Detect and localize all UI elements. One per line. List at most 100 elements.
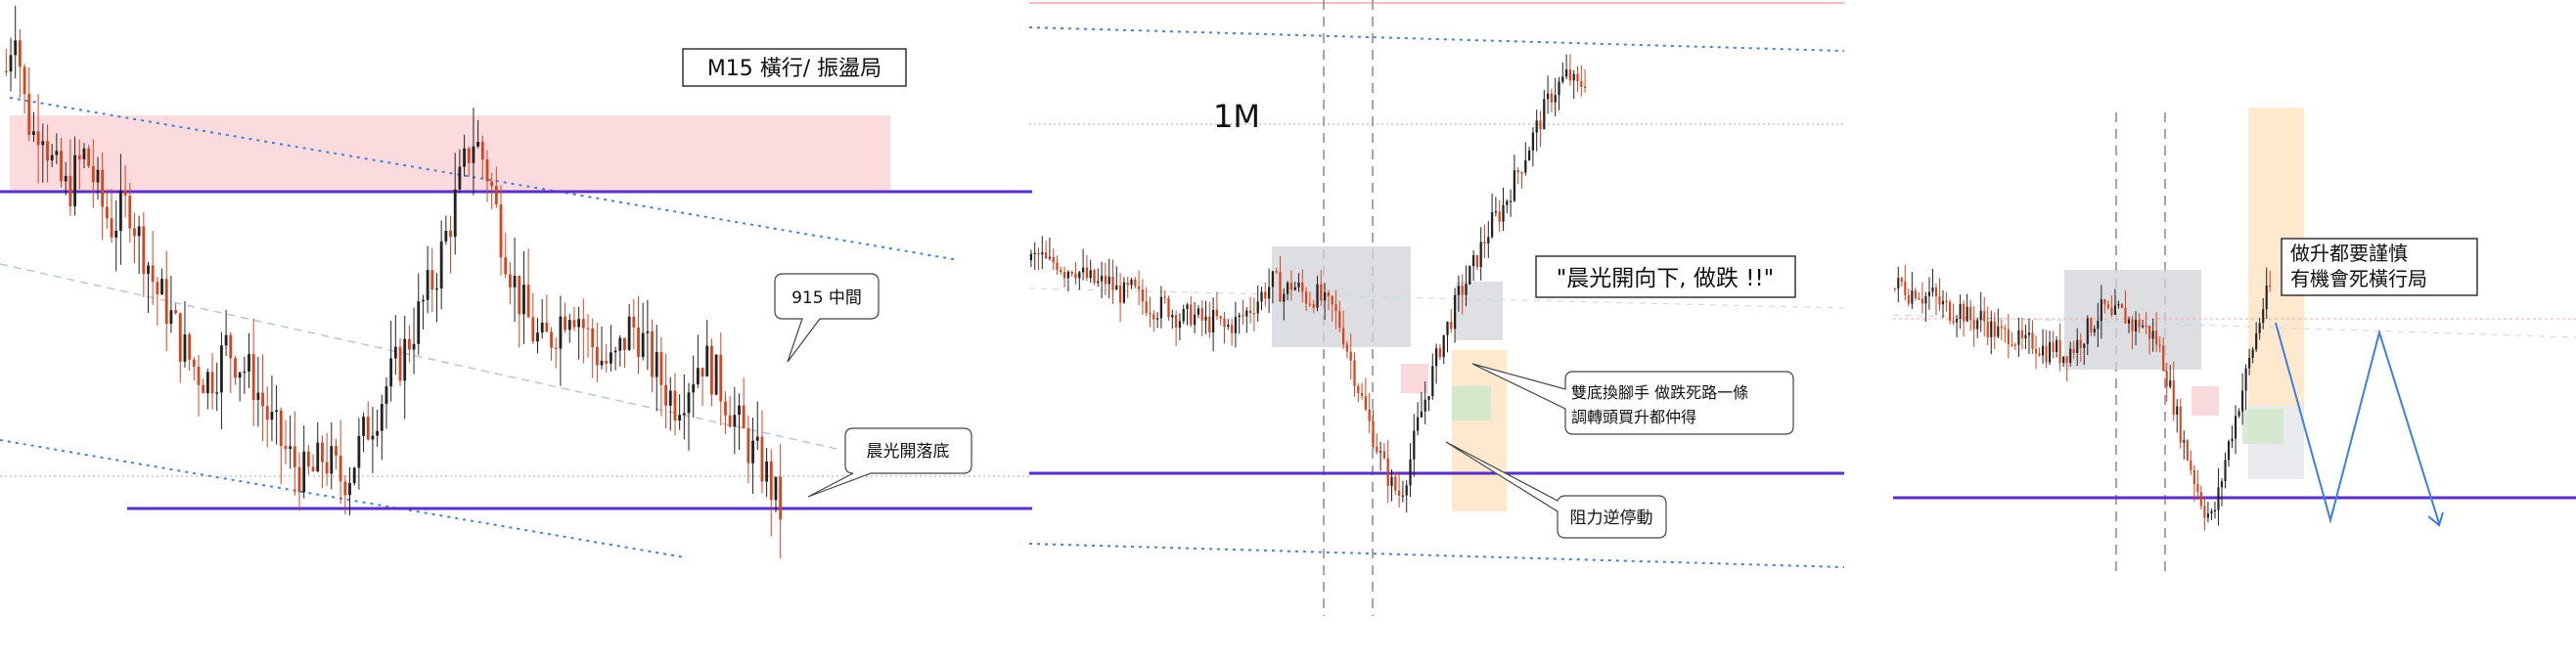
candle-body: [1227, 325, 1229, 327]
candle-body: [646, 332, 649, 333]
candle-body: [678, 415, 681, 420]
candle-body: [1208, 317, 1210, 332]
candle-body: [1342, 328, 1344, 344]
left-chart-panel: M15 橫行/ 振盪局 915 中間 晨光開落底: [0, 6, 1032, 558]
candle-body: [60, 151, 63, 181]
candle-body: [41, 141, 44, 145]
candle-body: [330, 446, 333, 473]
candle-body: [573, 320, 576, 327]
candle-body: [307, 452, 310, 467]
candle-body: [1067, 272, 1069, 278]
candle-body: [550, 332, 553, 347]
candle-body: [55, 151, 58, 155]
candle-body: [1528, 151, 1530, 160]
candle-body: [2193, 470, 2195, 484]
candle-body: [2235, 416, 2237, 438]
candle-body: [427, 270, 429, 300]
candle-body: [1454, 295, 1456, 329]
candle-body: [1190, 304, 1192, 325]
candle-body: [1074, 274, 1076, 279]
candle-body: [1316, 285, 1318, 308]
candle-body: [1966, 307, 1968, 322]
candle-body: [1431, 366, 1433, 396]
candle-body: [133, 229, 136, 237]
candle-body: [1983, 311, 1985, 322]
candle-body: [1212, 310, 1214, 332]
candle-body: [1539, 120, 1541, 129]
candle-body: [1921, 299, 1923, 304]
candle-body: [1558, 82, 1559, 96]
candle-body: [2083, 344, 2085, 348]
candle-body: [111, 218, 113, 238]
candle-body: [2090, 318, 2092, 332]
candle-body: [1458, 286, 1460, 294]
candle-body: [2221, 481, 2223, 487]
candle-body: [632, 317, 635, 328]
candle-body: [1268, 287, 1270, 298]
candle-body: [1037, 253, 1039, 254]
candle-body: [1960, 304, 1962, 319]
candle-body: [481, 142, 484, 159]
candle-body: [174, 310, 177, 313]
candle-body: [280, 411, 283, 447]
candle-body: [596, 347, 599, 365]
candle-body: [2159, 344, 2161, 345]
candle-body: [1264, 291, 1266, 298]
candle-body: [601, 361, 604, 366]
candle-body: [353, 467, 356, 483]
candle-body: [614, 351, 617, 353]
candle-body: [2207, 513, 2209, 517]
callout-double-bottom-line2: 調轉頭買升都仲得: [1571, 408, 1696, 426]
candle-body: [1078, 272, 1080, 278]
candle-body: [719, 355, 722, 402]
candle-body: [198, 367, 201, 385]
candle-body: [83, 149, 86, 159]
candle-body: [2241, 391, 2243, 412]
candle-body: [1156, 318, 1158, 319]
note-box: 做升都要謹慎 有機會死橫行局: [2282, 239, 2477, 295]
callout-915-text: 915 中間: [791, 288, 862, 308]
candle-body: [1049, 257, 1051, 258]
candle-body: [2024, 335, 2026, 338]
candle-body: [1239, 315, 1241, 317]
candle-body: [2110, 308, 2112, 315]
note-line2: 有機會死橫行局: [2290, 267, 2427, 290]
candle-body: [775, 477, 778, 501]
candle-body: [1908, 295, 1910, 304]
candle-body: [449, 231, 452, 237]
candle-body: [1915, 290, 1917, 298]
candle-body: [202, 385, 204, 393]
candle-body: [454, 190, 457, 238]
candle-body: [234, 358, 237, 377]
candle-body: [1279, 272, 1281, 302]
candle-body: [138, 226, 141, 236]
candle-body: [312, 466, 315, 471]
candle-body: [220, 345, 223, 392]
candle-body: [298, 467, 301, 493]
candle-body: [2190, 461, 2192, 470]
candle-body: [275, 411, 278, 412]
candle-body: [2042, 346, 2044, 356]
candle-body: [651, 332, 654, 377]
candle-body: [68, 176, 71, 206]
callout-morning-bottom: 晨光開落底: [808, 428, 972, 497]
candle-body: [10, 55, 13, 71]
candle-body: [2217, 487, 2219, 509]
candle-body: [1149, 313, 1151, 314]
candle-body: [476, 142, 479, 147]
candle-body: [1090, 270, 1092, 278]
candle-body: [2146, 326, 2147, 327]
candle-body: [1030, 254, 1032, 261]
candle-body: [1987, 322, 1989, 337]
candle-body: [243, 372, 246, 373]
quote-box: "晨光開向下, 做跌 !!": [1536, 256, 1795, 297]
candle-body: [1928, 292, 1930, 296]
candle-body: [1390, 477, 1392, 486]
candle-body: [660, 352, 663, 385]
candle-body: [1421, 412, 1423, 418]
candle-body: [1547, 94, 1549, 100]
candle-body: [1491, 212, 1493, 237]
candle-body: [1924, 296, 1926, 304]
candle-body: [536, 332, 539, 341]
